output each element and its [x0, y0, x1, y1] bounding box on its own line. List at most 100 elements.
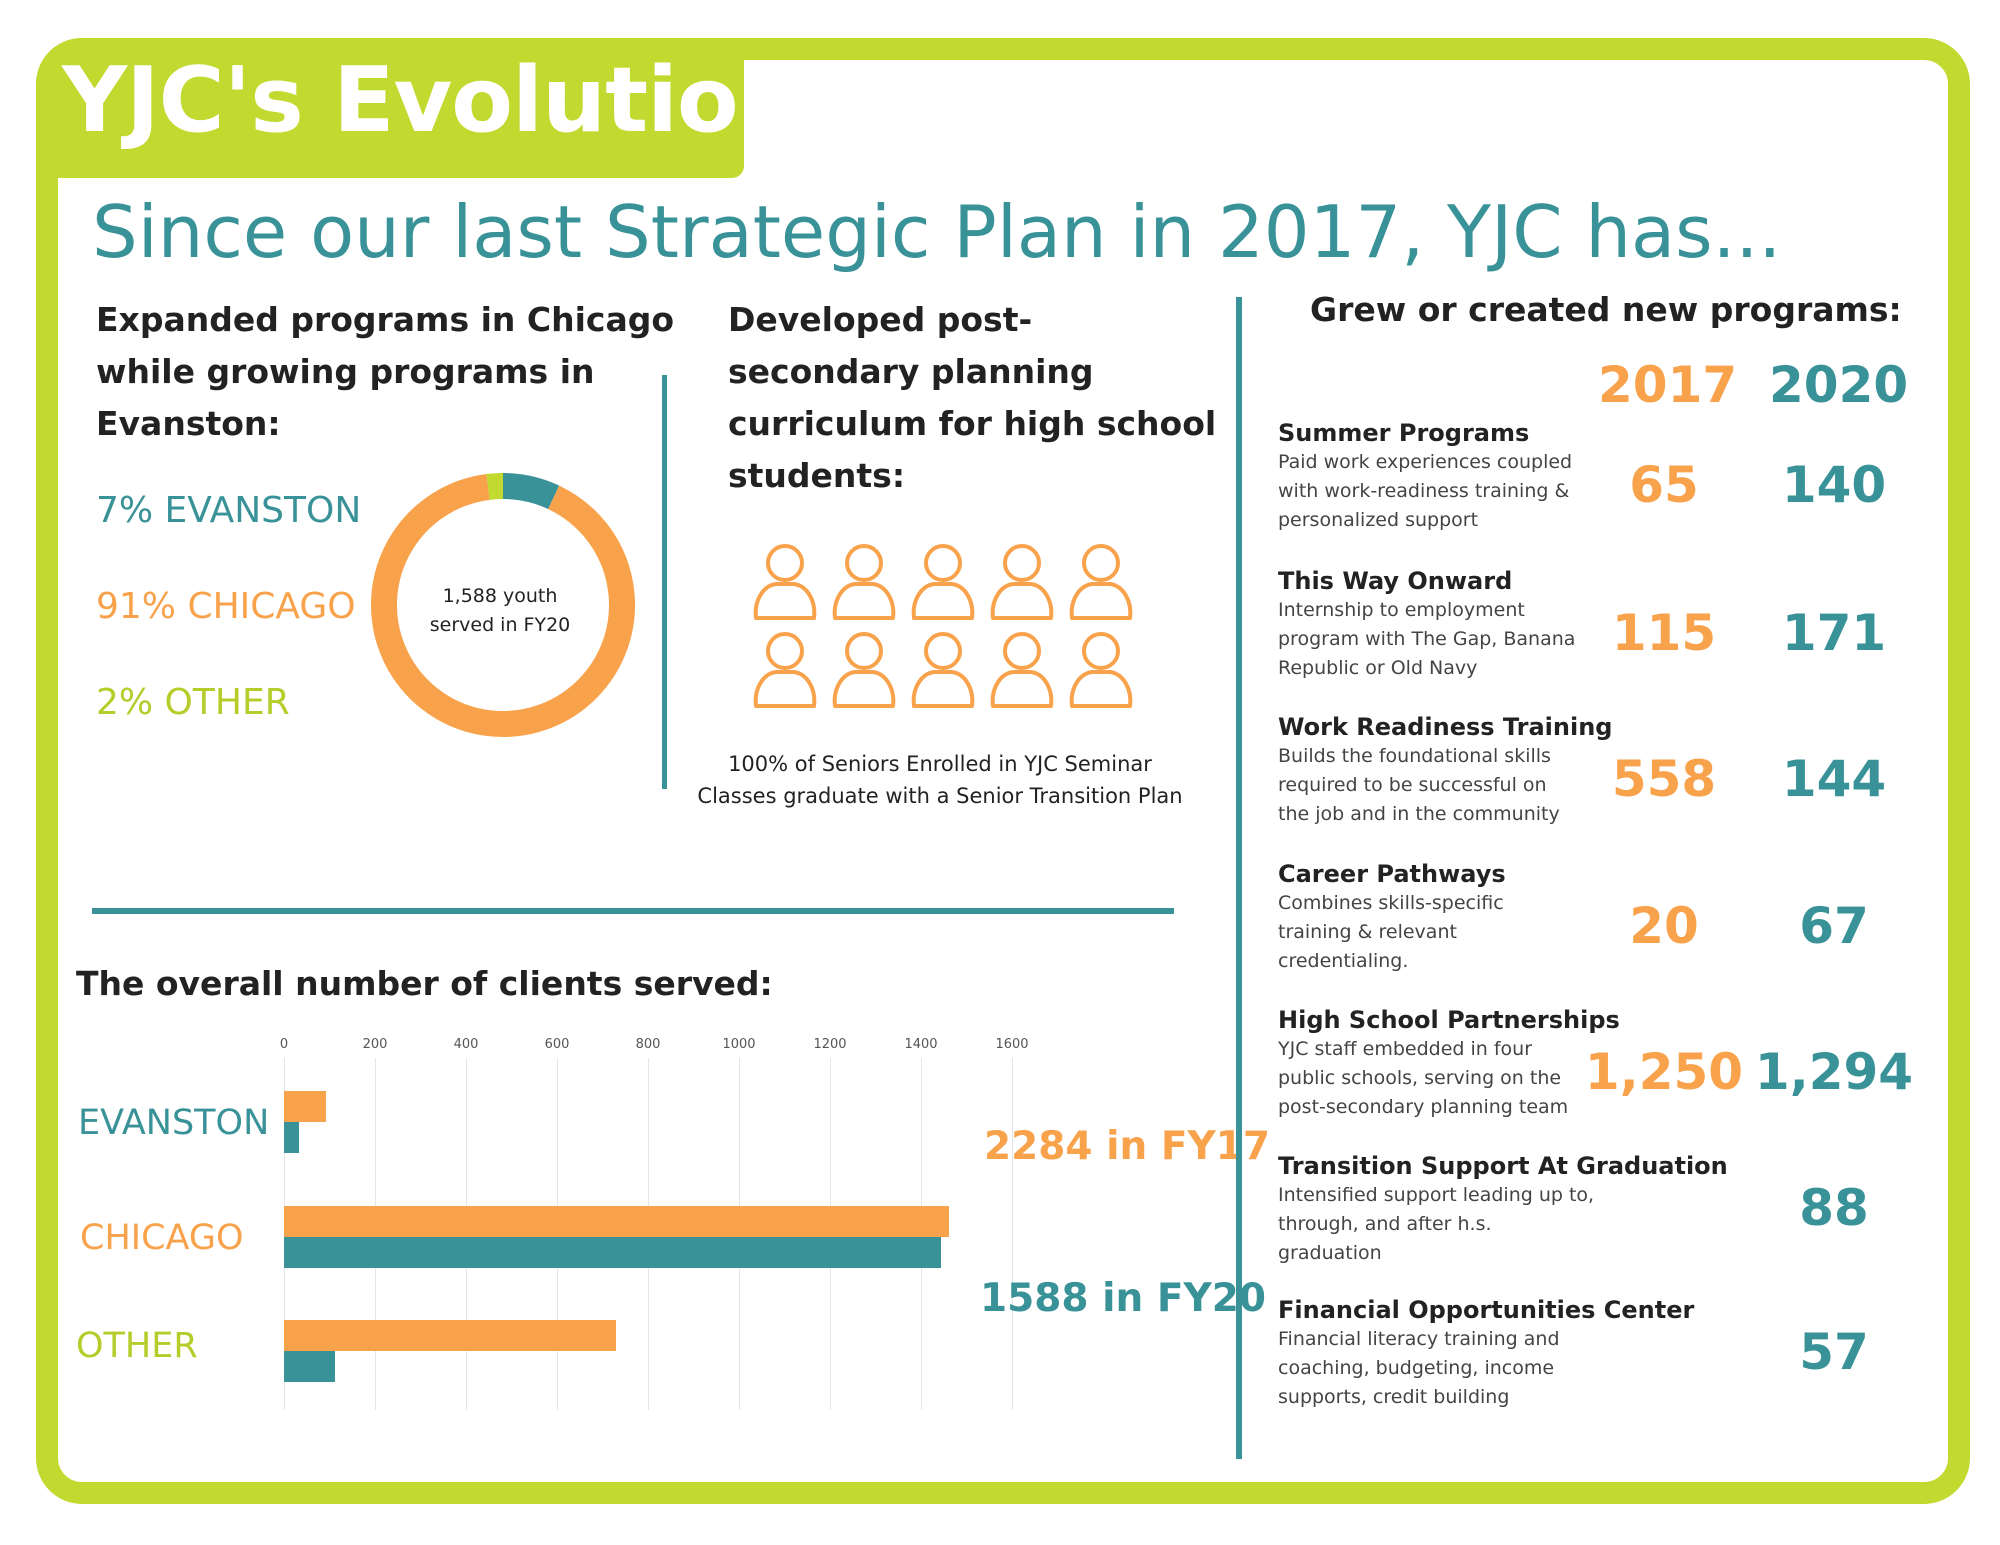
bar-chicago-fy17	[284, 1206, 950, 1237]
x-tick-label: 1600	[995, 1037, 1029, 1052]
page-title: YJC's Evolution	[62, 48, 802, 153]
program-description-line: Intensified support leading up to,	[1278, 1184, 1595, 1206]
section2-heading: Developed post- secondary planning curri…	[728, 294, 1228, 502]
program-value-2017: 115	[1611, 604, 1717, 662]
x-tick-label: 1400	[904, 1037, 938, 1052]
person-icon	[753, 632, 817, 708]
program-name: Career Pathways	[1278, 860, 1506, 888]
seniors-caption: 100% of Seniors Enrolled in YJC Seminar …	[680, 748, 1200, 812]
divider-horizontal	[92, 908, 1174, 914]
program-description-line: Republic or Old Navy	[1278, 657, 1478, 679]
title-tab	[36, 38, 744, 178]
x-tick-label: 0	[279, 1037, 289, 1052]
program-item: Work Readiness Training Builds the founda…	[1278, 712, 1618, 829]
program-description-line: Paid work experiences coupled	[1278, 451, 1573, 473]
program-description-line: Financial literacy training and	[1278, 1328, 1560, 1350]
person-icon	[753, 544, 817, 620]
program-value-2020: 144	[1781, 750, 1887, 808]
person-icon	[832, 632, 896, 708]
legend-chicago: 91% CHICAGO	[96, 586, 356, 627]
x-tick-label: 400	[453, 1037, 479, 1052]
program-value-2020: 171	[1781, 604, 1887, 662]
donut-slice-other	[486, 473, 504, 500]
divider-vertical-right	[1236, 297, 1242, 1459]
donut-slice-evanston	[502, 473, 560, 510]
program-description: Intensified support leading up to, throug…	[1278, 1181, 1618, 1268]
bar-category-other: OTHER	[76, 1326, 198, 1366]
program-name: High School Partnerships	[1278, 1006, 1620, 1034]
person-icon	[832, 544, 896, 620]
program-value-2020: 88	[1799, 1179, 1869, 1237]
program-value-2017: 65	[1629, 456, 1699, 514]
bar-chicago-fy20	[284, 1237, 942, 1268]
program-description-line: Combines skills-specific	[1278, 892, 1504, 914]
person-icon	[911, 632, 975, 708]
legend-evanston: 7% EVANSTON	[96, 490, 362, 531]
program-description-line: supports, credit building	[1278, 1386, 1510, 1408]
program-description-line: Internship to employment	[1278, 599, 1525, 621]
program-description: YJC staff embedded in four public schools…	[1278, 1035, 1618, 1122]
x-tick-label: 1200	[813, 1037, 847, 1052]
program-item: Career Pathways Combines skills-specific t…	[1278, 859, 1618, 976]
year-2017-header: 2017	[1598, 356, 1738, 414]
section2-heading-line: curriculum for high school	[728, 404, 1217, 443]
program-name: Summer Programs	[1278, 419, 1530, 447]
donut-center-label: 1,588 youth served in FY20	[420, 582, 580, 640]
section1-heading-line: Evanston:	[96, 404, 281, 443]
donut-chart	[371, 473, 635, 737]
person-icon	[1069, 632, 1133, 708]
person-icon	[911, 544, 975, 620]
program-description: Paid work experiences coupled with work-r…	[1278, 448, 1618, 535]
program-description: Combines skills-specific training & relev…	[1278, 889, 1618, 976]
section1-heading: Expanded programs in Chicago while growi…	[96, 294, 676, 450]
program-description-line: required to be successful on	[1278, 774, 1547, 796]
section3-heading: The overall number of clients served:	[76, 964, 773, 1003]
program-description-line: program with The Gap, Banana	[1278, 628, 1576, 650]
program-description-line: credentialing.	[1278, 950, 1409, 972]
year-2020-header: 2020	[1769, 356, 1909, 414]
program-value-2017: 1,250	[1584, 1043, 1744, 1101]
program-value-2020: 67	[1799, 897, 1869, 955]
section1-heading-line: while growing programs in	[96, 352, 595, 391]
bar-category-evanston: EVANSTON	[78, 1103, 270, 1143]
section2-heading-line: Developed post-	[728, 300, 1033, 339]
caption-line: 100% of Seniors Enrolled in YJC Seminar	[728, 752, 1152, 776]
program-name: Work Readiness Training	[1278, 713, 1613, 741]
program-description-line: public schools, serving on the	[1278, 1067, 1562, 1089]
program-description-line: YJC staff embedded in four	[1278, 1038, 1533, 1060]
program-value-2020: 140	[1781, 456, 1887, 514]
program-item: This Way Onward Internship to employment p…	[1278, 566, 1618, 683]
bar-other-fy17	[284, 1320, 617, 1351]
program-value-2020: 1,294	[1754, 1043, 1914, 1101]
fy20-total-label: 1588 in FY20	[980, 1276, 1266, 1321]
program-description: Financial literacy training and coaching,…	[1278, 1325, 1618, 1412]
programs-heading: Grew or created new programs:	[1310, 290, 1902, 329]
program-description-line: training & relevant	[1278, 921, 1457, 943]
bar-category-chicago: CHICAGO	[80, 1218, 244, 1258]
gridline	[1012, 1058, 1013, 1410]
section2-heading-line: students:	[728, 456, 906, 495]
program-description-line: graduation	[1278, 1242, 1382, 1264]
headline: Since our last Strategic Plan in 2017, Y…	[92, 190, 1782, 274]
program-item: Transition Support At Graduation Intensif…	[1278, 1151, 1728, 1268]
program-name: Financial Opportunities Center	[1278, 1296, 1695, 1324]
program-description-line: coaching, budgeting, income	[1278, 1357, 1555, 1379]
program-item: Financial Opportunities Center Financial …	[1278, 1295, 1695, 1412]
program-value-2017: 20	[1629, 897, 1699, 955]
program-name: This Way Onward	[1278, 567, 1513, 595]
program-description-line: through, and after h.s.	[1278, 1213, 1492, 1235]
bar-other-fy20	[284, 1351, 335, 1382]
bar-evanston-fy17	[284, 1091, 326, 1122]
person-icon	[990, 544, 1054, 620]
program-item: Summer Programs Paid work experiences cou…	[1278, 418, 1618, 535]
caption-line: Classes graduate with a Senior Transitio…	[697, 784, 1183, 808]
legend-other: 2% OTHER	[96, 682, 290, 723]
program-item: High School Partnerships YJC staff embedd…	[1278, 1005, 1620, 1122]
program-description-line: the job and in the community	[1278, 803, 1560, 825]
program-description-line: Builds the foundational skills	[1278, 745, 1551, 767]
program-name: Transition Support At Graduation	[1278, 1152, 1728, 1180]
program-description-line: personalized support	[1278, 509, 1479, 531]
section2-heading-line: secondary planning	[728, 352, 1094, 391]
program-description: Builds the foundational skills required t…	[1278, 742, 1618, 829]
x-tick-label: 1000	[722, 1037, 756, 1052]
